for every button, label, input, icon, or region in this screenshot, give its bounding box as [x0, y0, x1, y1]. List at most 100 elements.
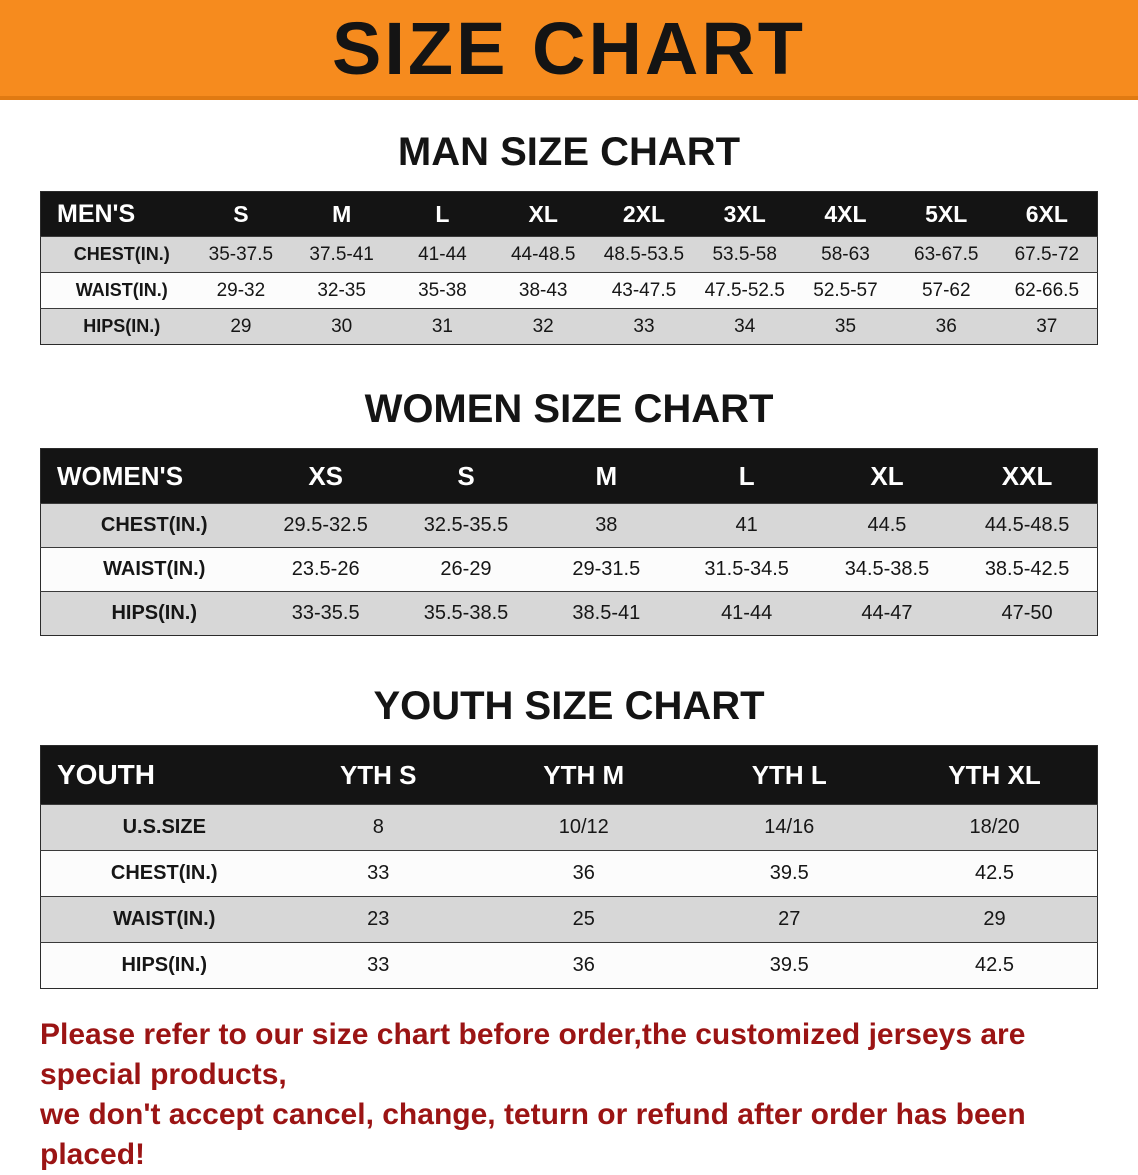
row-label: WAIST(IN.) [113, 908, 216, 930]
value-cell: 44.5-48.5 [984, 514, 1070, 536]
man-size-table-holder: MEN'S S M L XL 2XL 3XL 4XL 5XL 6XL CHEST(IN.) 35-37… [0, 191, 1138, 345]
value-cell: 31 [431, 315, 453, 337]
value-cell: 29-32 [216, 279, 266, 301]
row-label: HIPS(IN.) [121, 954, 208, 976]
row-label: HIPS(IN.) [83, 316, 161, 336]
value-cell: 34 [734, 315, 756, 337]
size-header-cell: L [676, 448, 817, 504]
value-cell: 44-48.5 [510, 243, 576, 265]
table-row: CHEST(IN.) 29.5-32.5 32.5-35.5 38 41 44.5 44.5… [40, 503, 1098, 548]
value-cell: 62-66.5 [1014, 279, 1080, 301]
value-cell: 8 [372, 816, 384, 838]
row-label: WAIST(IN.) [75, 280, 168, 300]
disclaimer-line-2: we don't accept cancel, change, teturn o… [40, 1097, 1026, 1171]
value-cell: 39.5 [769, 862, 809, 884]
value-cell: 63-67.5 [914, 243, 979, 265]
disclaimer-line-1: Please refer to our size chart before or… [40, 1018, 1026, 1091]
size-header-cell: 5XL [895, 191, 997, 237]
value-cell: 23 [367, 908, 390, 930]
value-cell: 29.5-32.5 [283, 514, 368, 536]
value-cell: 36 [572, 862, 595, 884]
value-cell: 29 [230, 315, 252, 337]
size-header-cell: XS [255, 448, 396, 504]
header-row: YOUTH YTH S YTH M YTH L YTH XL [40, 745, 1098, 805]
youth-size-table: YOUTH YTH S YTH M YTH L YTH XL U.S.SIZE 8 10/12… [40, 745, 1098, 989]
value-cell: 32 [532, 315, 554, 337]
value-cell: 38-43 [518, 279, 568, 301]
mens-size-table: MEN'S S M L XL 2XL 3XL 4XL 5XL 6XL CHEST(IN.) 35-37… [40, 191, 1098, 345]
youth-size-chart-title: YOUTH SIZE CHART [373, 684, 765, 728]
table-row: WAIST(IN.) 23 25 27 29 [40, 896, 1098, 943]
value-cell: 47.5-52.5 [704, 279, 785, 301]
value-cell: 30 [331, 315, 353, 337]
value-cell: 27 [778, 908, 801, 930]
table-corner-label: WOMEN'S [40, 448, 256, 504]
value-cell: 53.5-58 [712, 243, 777, 265]
size-header-cell: XXL [957, 448, 1098, 504]
value-cell: 41-44 [721, 602, 773, 624]
size-header-cell: YTH S [275, 745, 481, 805]
size-header-cell: 2XL [593, 191, 695, 237]
value-cell: 18/20 [969, 816, 1020, 838]
table-row: HIPS(IN.) 29 30 31 32 33 34 35 36 37 [40, 308, 1098, 345]
value-cell: 35-37.5 [208, 243, 274, 265]
value-cell: 10/12 [558, 816, 609, 838]
value-cell: 32.5-35.5 [423, 514, 509, 536]
value-cell: 47-50 [1001, 602, 1053, 624]
value-cell: 41 [735, 514, 758, 536]
man-size-chart-title: MAN SIZE CHART [397, 130, 741, 174]
value-cell: 44-47 [861, 602, 913, 624]
value-cell: 52.5-57 [813, 279, 878, 301]
value-cell: 43-47.5 [611, 279, 677, 301]
size-header-cell: 6XL [996, 191, 1098, 237]
size-header-cell: YTH XL [892, 745, 1098, 805]
value-cell: 38 [595, 514, 618, 536]
banner-title: SIZE CHART [332, 6, 806, 90]
value-cell: 23.5-26 [291, 558, 360, 580]
size-header-cell: 4XL [795, 191, 896, 237]
value-cell: 31.5-34.5 [704, 558, 789, 580]
size-header-cell: XL [492, 191, 594, 237]
value-cell: 29-31.5 [572, 558, 641, 580]
size-header-cell: L [392, 191, 493, 237]
size-header-cell: XL [816, 448, 958, 504]
value-cell: 38.5-42.5 [984, 558, 1070, 580]
table-row: CHEST(IN.) 35-37.5 37.5-41 41-44 44-48.5 48.5… [40, 236, 1098, 273]
size-chart-banner: SIZE CHART [0, 0, 1138, 100]
table-row: HIPS(IN.) 33 36 39.5 42.5 [40, 942, 1098, 989]
table-row: WAIST(IN.) 29-32 32-35 35-38 38-43 43-47.5 47.… [40, 272, 1098, 309]
womens-size-table: WOMEN'S XS S M L XL XXL CHEST(IN.) 29.5-32.5 32.5… [40, 448, 1098, 636]
value-cell: 42.5 [975, 862, 1014, 884]
table-row: U.S.SIZE 8 10/12 14/16 18/20 [40, 804, 1098, 851]
table-row: WAIST(IN.) 23.5-26 26-29 29-31.5 31.5-34.5 34… [40, 547, 1098, 592]
value-cell: 42.5 [975, 954, 1014, 976]
value-cell: 36 [935, 315, 957, 337]
value-cell: 33 [367, 954, 390, 976]
disclaimer-text: Please refer to our size chart before or… [40, 1015, 1098, 1175]
women-size-chart-title: WOMEN SIZE CHART [364, 387, 774, 431]
value-cell: 35 [834, 315, 857, 337]
row-label: HIPS(IN.) [111, 602, 198, 624]
header-row: MEN'S S M L XL 2XL 3XL 4XL 5XL 6XL [40, 191, 1098, 237]
row-label: CHEST(IN.) [100, 514, 208, 536]
size-header-cell: YTH L [686, 745, 892, 805]
value-cell: 44.5 [867, 514, 907, 536]
header-row: WOMEN'S XS S M L XL XXL [40, 448, 1098, 504]
size-header-cell: M [291, 191, 393, 237]
value-cell: 35-38 [418, 279, 467, 301]
row-label: U.S.SIZE [122, 816, 206, 838]
value-cell: 25 [572, 908, 595, 930]
row-label: CHEST(IN.) [110, 862, 218, 884]
value-cell: 39.5 [769, 954, 809, 976]
table-corner-label: YOUTH [40, 745, 276, 805]
value-cell: 67.5-72 [1014, 243, 1080, 265]
value-cell: 34.5-38.5 [844, 558, 930, 580]
value-cell: 26-29 [440, 558, 492, 580]
table-row: CHEST(IN.) 33 36 39.5 42.5 [40, 850, 1098, 897]
value-cell: 33-35.5 [291, 602, 360, 624]
row-label: WAIST(IN.) [103, 558, 206, 580]
value-cell: 33 [367, 862, 390, 884]
size-header-cell: S [395, 448, 537, 504]
size-header-cell: YTH M [481, 745, 687, 805]
value-cell: 41-44 [418, 243, 467, 265]
